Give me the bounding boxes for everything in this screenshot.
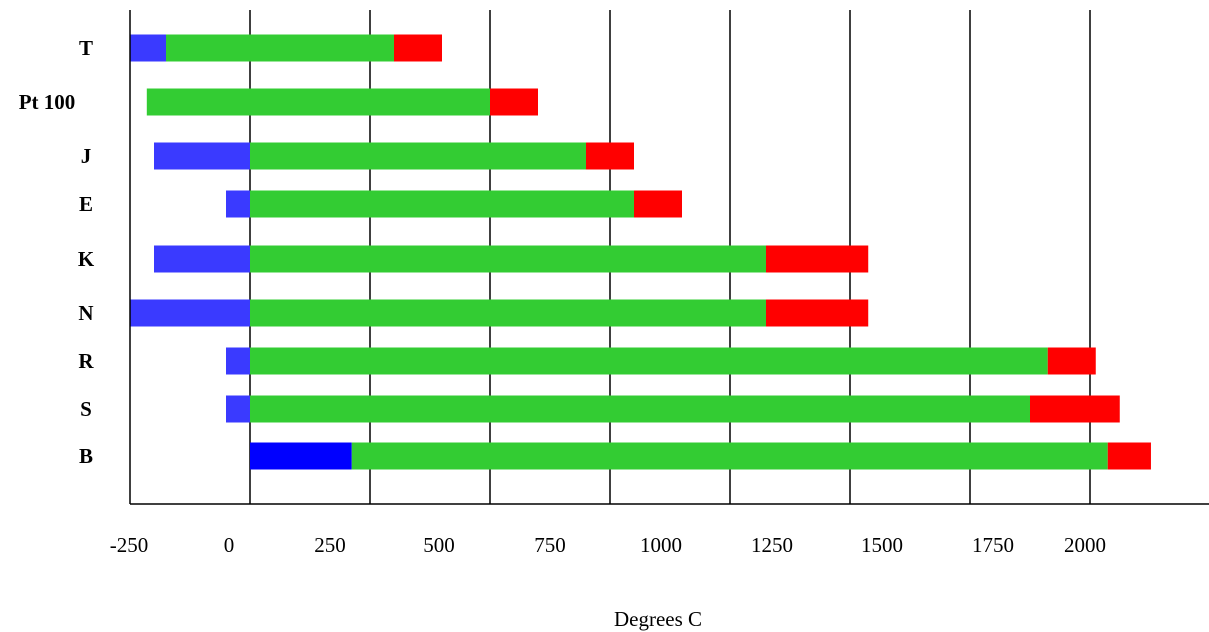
tick-label-250: 250 xyxy=(314,533,346,557)
tick-label-750: 750 xyxy=(534,533,566,557)
bar-j-segment-3 xyxy=(586,142,634,170)
bar-k-segment-3 xyxy=(766,245,869,273)
tick-labels: -250 0 250 500 750 1000 1250 1500 1750 2000 xyxy=(110,533,1106,557)
bar-n-segment-2 xyxy=(250,299,766,327)
plot-frame xyxy=(129,10,1209,505)
bar-j-segment-0 xyxy=(154,142,250,170)
bar-t-segment-3 xyxy=(394,34,442,62)
tick-label-0: 0 xyxy=(224,533,235,557)
bar-t-segment-2 xyxy=(166,34,394,62)
tick-label-1250: 1250 xyxy=(751,533,793,557)
bar-n-segment-0 xyxy=(130,299,250,327)
bar-e-segment-2 xyxy=(250,190,634,218)
bar-pt-100-segment-2 xyxy=(146,88,491,116)
bar-b-segment-1 xyxy=(250,442,352,470)
tick-label-1500: 1500 xyxy=(861,533,903,557)
bar-e-segment-0 xyxy=(226,190,250,218)
tick-label-500: 500 xyxy=(423,533,455,557)
bar-pt-100-segment-3 xyxy=(490,88,538,116)
bar-s-segment-2 xyxy=(250,395,1030,423)
bar-r-segment-3 xyxy=(1047,347,1096,375)
bars-group xyxy=(130,34,1151,470)
bar-k-segment-0 xyxy=(154,245,250,273)
category-label-e: E xyxy=(79,192,93,216)
bar-s-segment-0 xyxy=(226,395,250,423)
bar-r-segment-0 xyxy=(226,347,250,375)
category-label-k: K xyxy=(78,247,95,271)
category-label-n: N xyxy=(78,301,93,325)
category-label-b: B xyxy=(79,444,93,468)
bar-t-segment-0 xyxy=(130,34,166,62)
category-label-j: J xyxy=(81,144,92,168)
tick-label-2000: 2000 xyxy=(1064,533,1106,557)
bar-r-segment-2 xyxy=(250,347,1048,375)
tick-label--250: -250 xyxy=(110,533,149,557)
bar-n-segment-3 xyxy=(766,299,869,327)
tick-label-1750: 1750 xyxy=(972,533,1014,557)
bar-e-segment-3 xyxy=(634,190,682,218)
bar-b-segment-2 xyxy=(351,442,1108,470)
x-axis-title: Degrees C xyxy=(614,607,702,631)
bar-s-segment-3 xyxy=(1030,395,1120,423)
category-label-s: S xyxy=(80,397,92,421)
bar-b-segment-3 xyxy=(1107,442,1151,470)
bar-j-segment-2 xyxy=(250,142,586,170)
category-label-pt-100: Pt 100 xyxy=(19,90,76,114)
category-label-t: T xyxy=(79,36,93,60)
bar-k-segment-2 xyxy=(250,245,766,273)
tick-label-1000: 1000 xyxy=(640,533,682,557)
category-label-r: R xyxy=(78,349,94,373)
